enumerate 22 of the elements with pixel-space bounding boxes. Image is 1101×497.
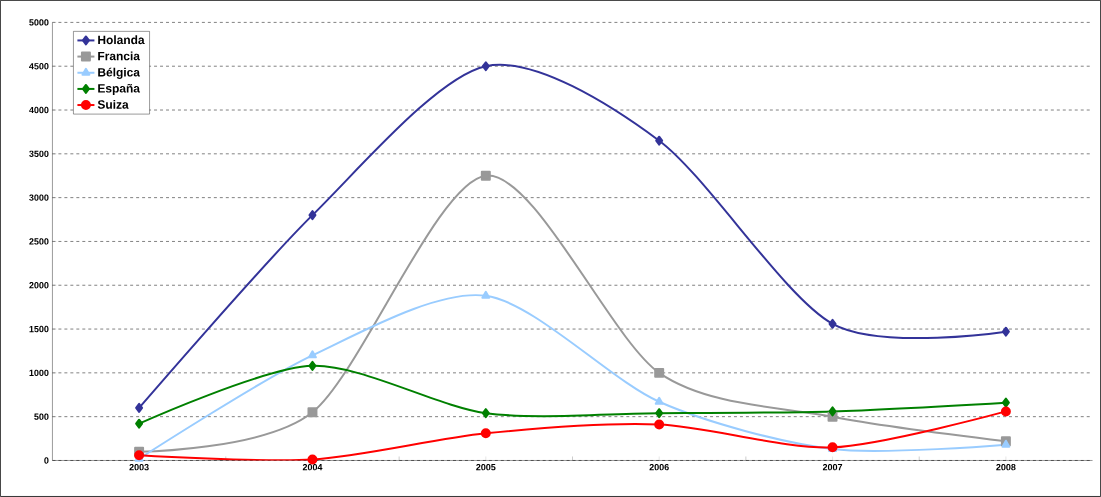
- y-tick-label: 3000: [29, 194, 49, 201]
- legend-label: Francia: [98, 51, 141, 61]
- y-tick-label: 4500: [29, 63, 49, 70]
- y-tick-label: 1000: [29, 369, 49, 377]
- legend-label: Bélgica: [98, 67, 141, 79]
- x-tick-label: 2005: [476, 464, 496, 471]
- y-tick-label: 1500: [29, 325, 49, 333]
- x-tick-label: 2004: [302, 464, 323, 471]
- y-tick-label: 500: [34, 413, 49, 420]
- y-tick-label: 2000: [29, 282, 49, 289]
- legend-label: Holanda: [98, 35, 145, 45]
- y-tick-label: 0: [44, 457, 49, 464]
- y-tick-label: 2500: [29, 238, 49, 245]
- legend-label: España: [98, 83, 141, 96]
- y-tick-label: 4000: [29, 106, 49, 114]
- x-tick-label: 2003: [129, 464, 149, 471]
- x-tick-label: 2006: [649, 464, 669, 471]
- x-tick-label: 2007: [822, 464, 843, 471]
- y-tick-label: 5000: [29, 19, 49, 26]
- y-tick-label: 3500: [29, 150, 49, 158]
- legend-label: Suiza: [97, 100, 129, 109]
- x-tick-label: 2008: [996, 464, 1016, 471]
